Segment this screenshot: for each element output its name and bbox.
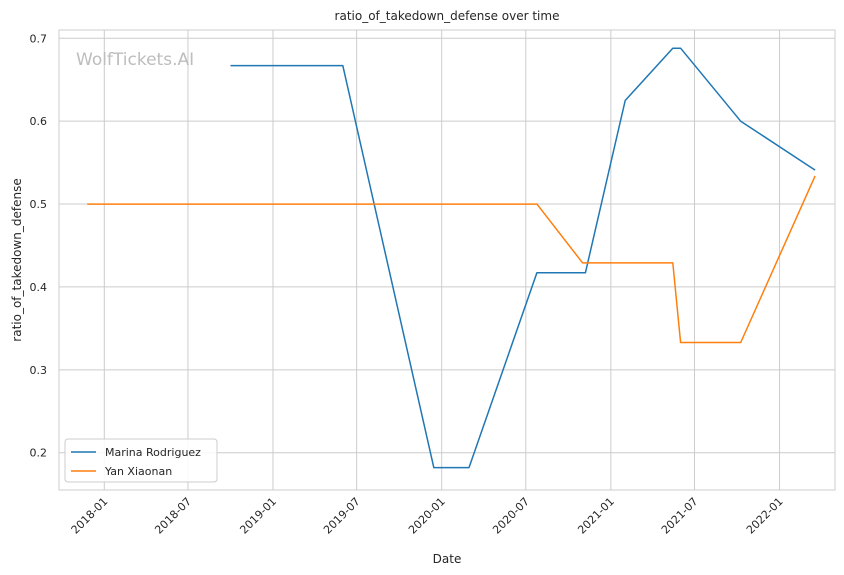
grid bbox=[59, 30, 835, 490]
y-tick-label: 0.5 bbox=[30, 198, 48, 211]
y-tick-label: 0.4 bbox=[30, 281, 48, 294]
plot-area bbox=[58, 29, 836, 491]
legend-label-yan-xiaonan: Yan Xiaonan bbox=[104, 465, 172, 478]
y-tick-label: 0.6 bbox=[30, 115, 48, 128]
series-line-marina-rodriguez bbox=[230, 47, 816, 469]
y-tick-label: 0.3 bbox=[30, 364, 48, 377]
series-line-yan-xiaonan bbox=[87, 175, 816, 344]
y-axis-ticks: 0.2 0.3 0.4 0.5 0.6 0.7 bbox=[30, 32, 48, 459]
y-axis-label: ratio_of_takedown_defense bbox=[10, 178, 24, 341]
legend: Marina Rodriguez Yan Xiaonan bbox=[64, 438, 218, 483]
legend-box bbox=[64, 438, 218, 483]
chart-title: ratio_of_takedown_defense over time bbox=[335, 9, 560, 23]
x-axis-label: Date bbox=[433, 552, 462, 566]
watermark: WolfTickets.AI bbox=[76, 50, 194, 70]
y-tick-label: 0.7 bbox=[30, 32, 48, 45]
y-tick-label: 0.2 bbox=[30, 447, 48, 460]
legend-label-marina-rodriguez: Marina Rodriguez bbox=[105, 446, 201, 459]
series-layer bbox=[87, 47, 816, 469]
